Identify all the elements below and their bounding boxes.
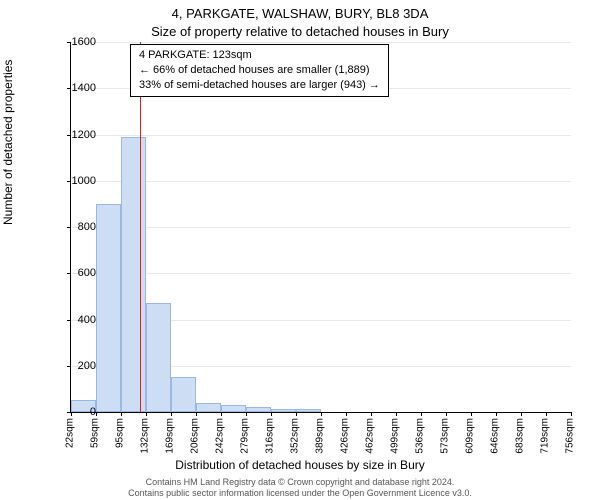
footer-licence: Contains public sector information licen… [0, 488, 600, 498]
xtick-label: 22sqm [65, 418, 76, 448]
xtick-mark [546, 412, 547, 416]
xtick-label: 95sqm [115, 418, 126, 448]
xtick-mark [296, 412, 297, 416]
histogram-bar [96, 204, 121, 412]
xtick-mark [421, 412, 422, 416]
annotation-box: 4 PARKGATE: 123sqm ← 66% of detached hou… [130, 44, 389, 97]
xtick-label: 609sqm [465, 418, 476, 454]
xtick-mark [371, 412, 372, 416]
plot-area [70, 42, 571, 413]
histogram-bar [196, 403, 221, 412]
xtick-mark [446, 412, 447, 416]
xtick-label: 169sqm [165, 418, 176, 454]
ytick-label: 800 [56, 221, 96, 233]
xtick-label: 352sqm [290, 418, 301, 454]
xtick-label: 573sqm [440, 418, 451, 454]
xtick-mark [121, 412, 122, 416]
xtick-mark [196, 412, 197, 416]
xtick-label: 426sqm [340, 418, 351, 454]
xtick-label: 316sqm [265, 418, 276, 454]
xtick-mark [396, 412, 397, 416]
xtick-mark [96, 412, 97, 416]
gridline [71, 273, 571, 274]
xtick-mark [146, 412, 147, 416]
histogram-bar [246, 407, 271, 412]
annotation-larger: 33% of semi-detached houses are larger (… [139, 78, 380, 93]
xtick-label: 536sqm [415, 418, 426, 454]
histogram-bar [146, 303, 171, 412]
property-marker-line [140, 42, 141, 412]
annotation-property: 4 PARKGATE: 123sqm [139, 48, 380, 63]
xtick-mark [171, 412, 172, 416]
xtick-mark [246, 412, 247, 416]
gridline [71, 135, 571, 136]
xtick-mark [471, 412, 472, 416]
xtick-mark [321, 412, 322, 416]
ytick-label: 0 [56, 406, 96, 418]
gridline [71, 42, 571, 43]
histogram-bar [271, 409, 296, 412]
property-size-chart: 4, PARKGATE, WALSHAW, BURY, BL8 3DA Size… [0, 0, 600, 500]
xtick-mark [346, 412, 347, 416]
xtick-label: 462sqm [365, 418, 376, 454]
histogram-bar [296, 409, 321, 412]
xtick-label: 279sqm [240, 418, 251, 454]
xtick-label: 206sqm [190, 418, 201, 454]
xtick-mark [221, 412, 222, 416]
chart-title-main: 4, PARKGATE, WALSHAW, BURY, BL8 3DA [0, 6, 600, 21]
histogram-bar [221, 405, 246, 412]
y-axis-label: Number of detached properties [1, 60, 15, 225]
footer-copyright: Contains HM Land Registry data © Crown c… [0, 477, 600, 487]
xtick-mark [271, 412, 272, 416]
xtick-label: 132sqm [140, 418, 151, 454]
histogram-bar [121, 137, 146, 412]
xtick-label: 646sqm [490, 418, 501, 454]
xtick-label: 683sqm [515, 418, 526, 454]
xtick-label: 719sqm [540, 418, 551, 454]
ytick-label: 1200 [56, 129, 96, 141]
xtick-label: 389sqm [315, 418, 326, 454]
xtick-mark [571, 412, 572, 416]
xtick-label: 756sqm [565, 418, 576, 454]
ytick-label: 1400 [56, 82, 96, 94]
ytick-label: 600 [56, 267, 96, 279]
xtick-label: 59sqm [90, 418, 101, 448]
ytick-label: 1000 [56, 175, 96, 187]
xtick-label: 242sqm [215, 418, 226, 454]
ytick-label: 200 [56, 360, 96, 372]
ytick-label: 400 [56, 314, 96, 326]
histogram-bar [171, 377, 196, 412]
gridline [71, 227, 571, 228]
x-axis-label: Distribution of detached houses by size … [0, 458, 600, 472]
gridline [71, 181, 571, 182]
annotation-smaller: ← 66% of detached houses are smaller (1,… [139, 63, 380, 78]
xtick-label: 499sqm [390, 418, 401, 454]
xtick-mark [496, 412, 497, 416]
ytick-label: 1600 [56, 36, 96, 48]
xtick-mark [521, 412, 522, 416]
